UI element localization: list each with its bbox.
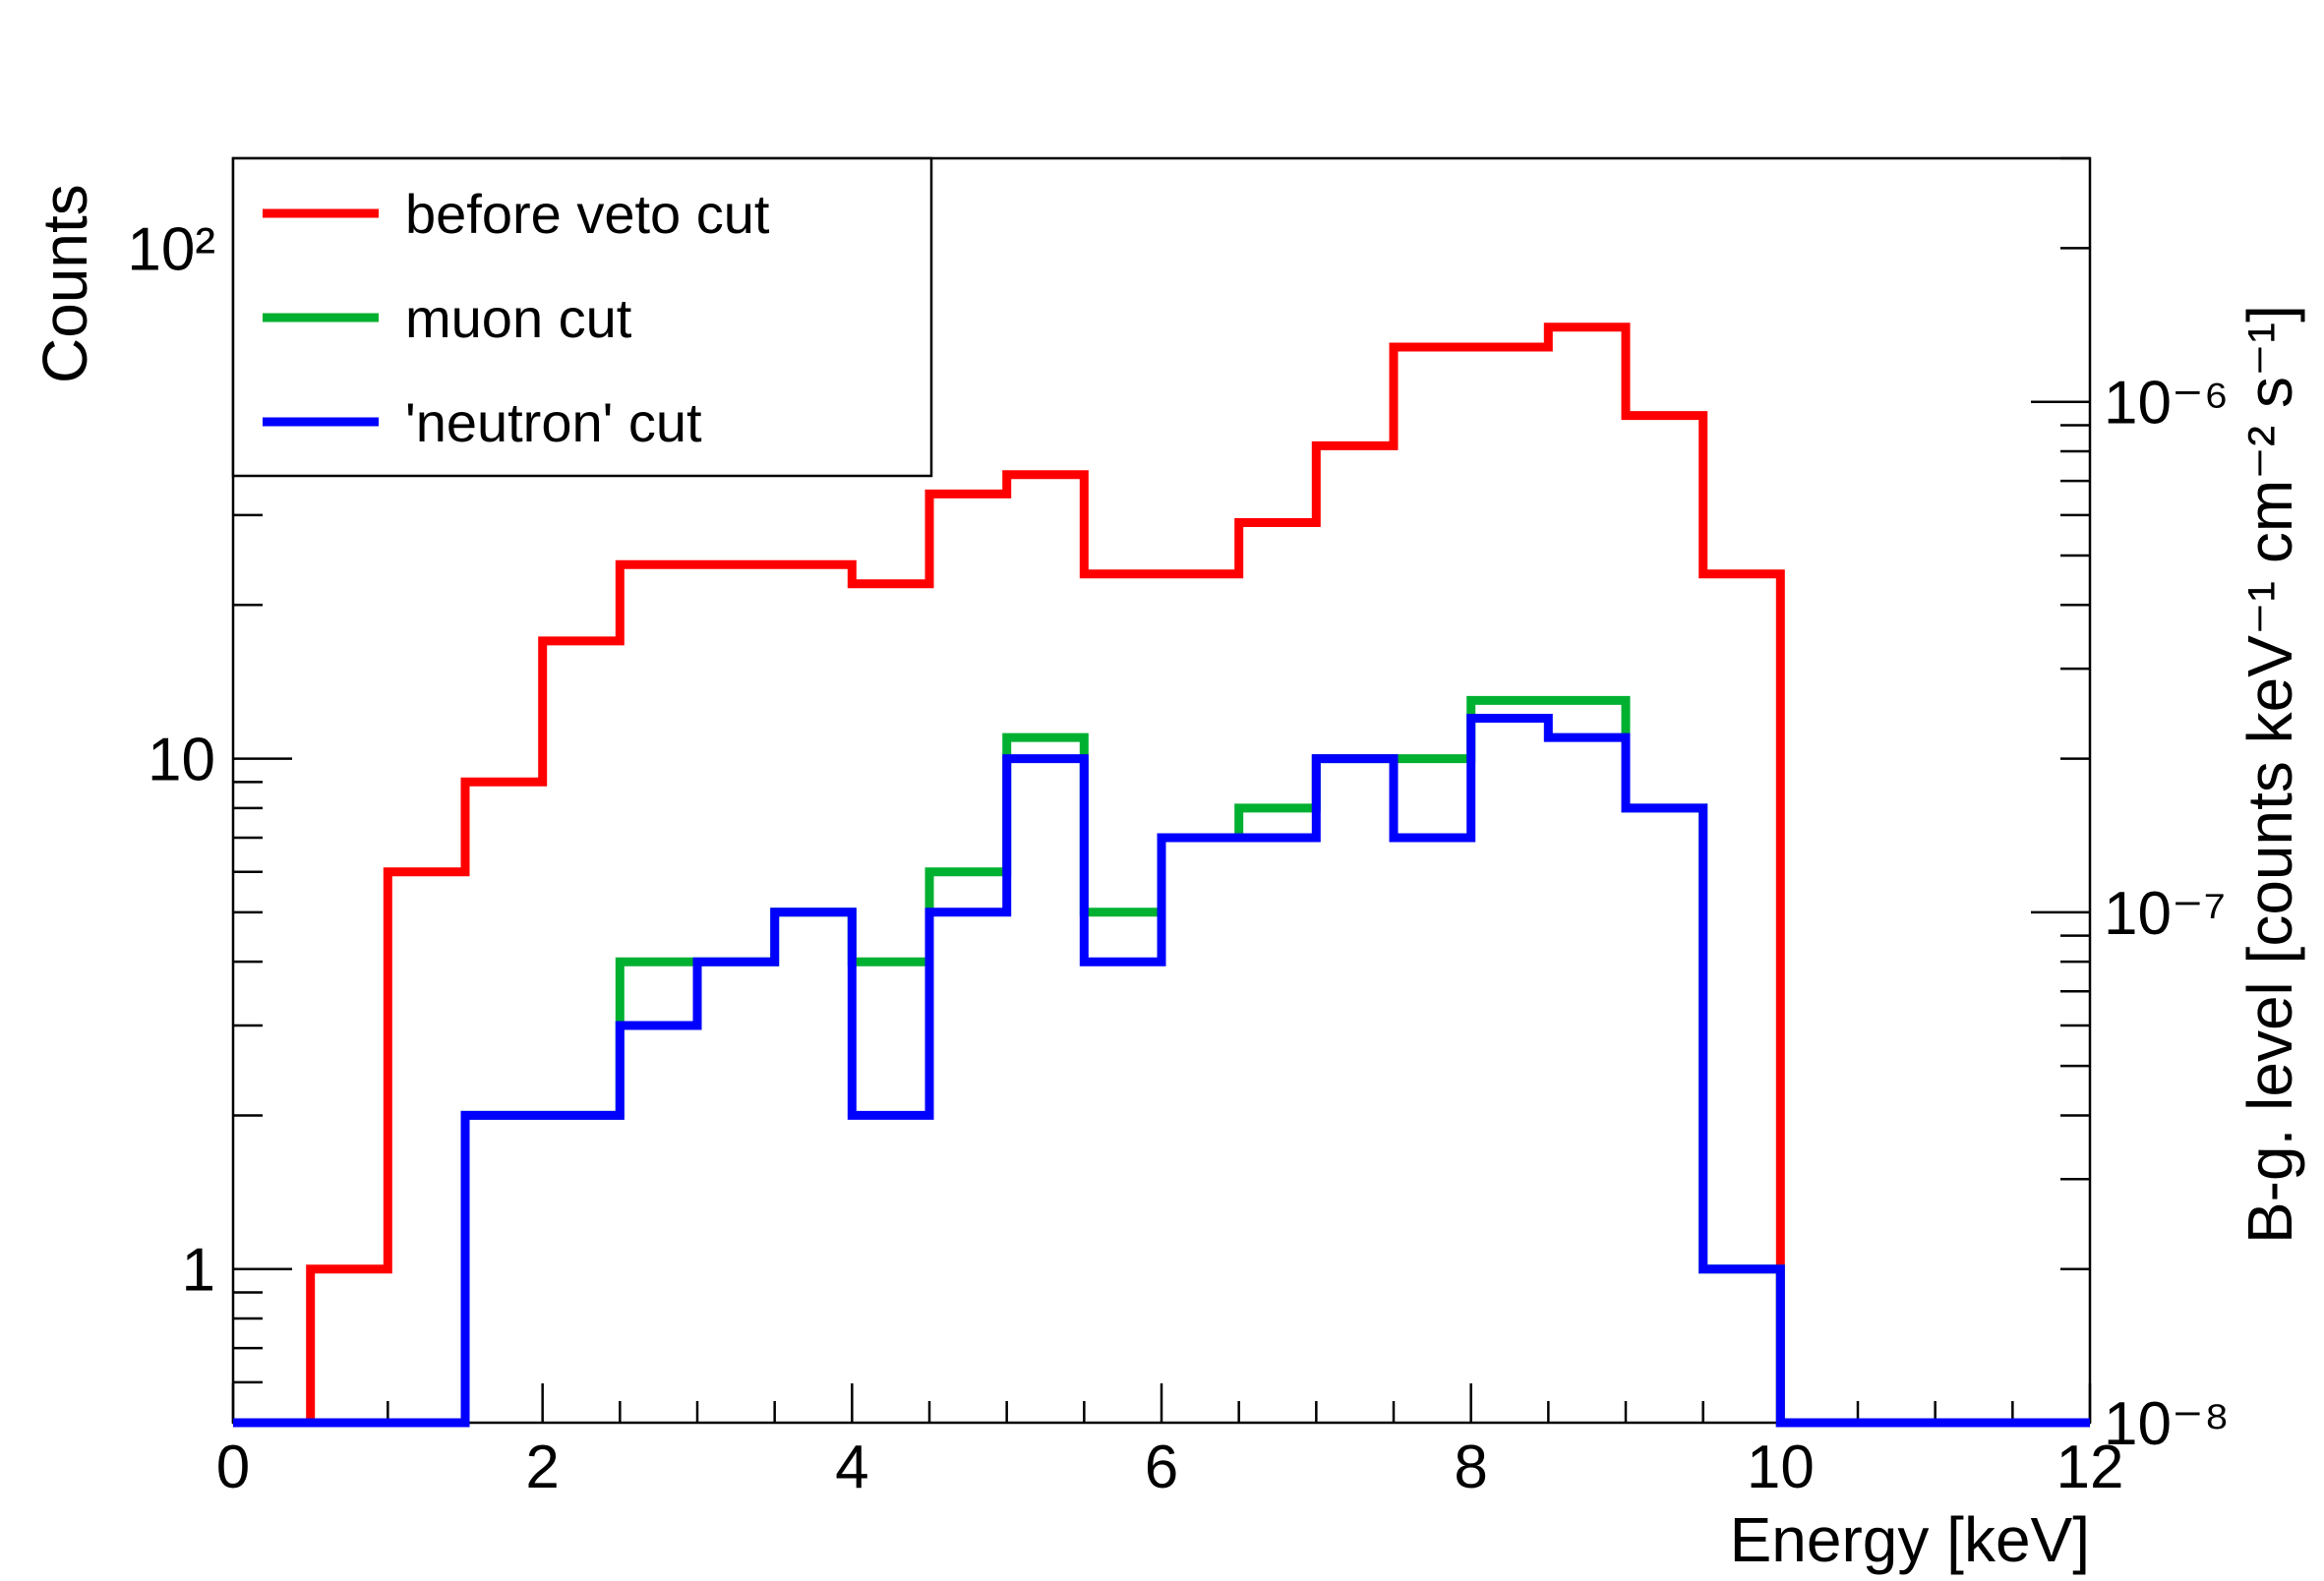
x-tick-label: 12 <box>2056 1434 2124 1501</box>
x-tick-label: 2 <box>525 1434 559 1501</box>
y-right-tick-label: 10⁻⁸ <box>2104 1390 2230 1458</box>
legend-label: muon cut <box>405 287 632 349</box>
x-tick-label: 10 <box>1747 1434 1815 1501</box>
axis-ticks-layer: 0 2 4 6 8 10 12 1 10 10² 10⁻⁸ 10⁻⁷ 10⁻⁶ <box>127 156 2230 1501</box>
y-tick-label: 10² <box>127 215 215 283</box>
legend: before veto cut muon cut 'neutron' cut <box>231 156 933 478</box>
x-tick-label: 6 <box>1145 1434 1178 1501</box>
data-series-layer <box>233 322 2090 1428</box>
y-tick-label: 1 <box>182 1237 215 1305</box>
x-tick-label: 4 <box>835 1434 868 1501</box>
series-line-2 <box>233 695 2090 1428</box>
y-axis-title: Counts <box>30 184 100 383</box>
y-right-axis-title: B-g. level [counts keV⁻¹ cm⁻² s⁻¹] <box>2235 305 2305 1244</box>
y-tick-label: 10 <box>148 727 215 794</box>
series-line-3 <box>233 714 2090 1428</box>
series-line-1 <box>233 322 2090 1428</box>
y-right-tick-label: 10⁻⁶ <box>2104 370 2229 438</box>
legend-label: before veto cut <box>405 183 770 245</box>
legend-label: 'neutron' cut <box>405 391 702 453</box>
x-tick-label: 8 <box>1454 1434 1487 1501</box>
x-tick-label: 0 <box>216 1434 250 1501</box>
axis-labels-layer: Energy [keV] Counts B-g. level [counts k… <box>30 184 2305 1575</box>
x-axis-title: Energy [keV] <box>1730 1504 2090 1575</box>
y-right-tick-label: 10⁻⁷ <box>2104 880 2226 948</box>
